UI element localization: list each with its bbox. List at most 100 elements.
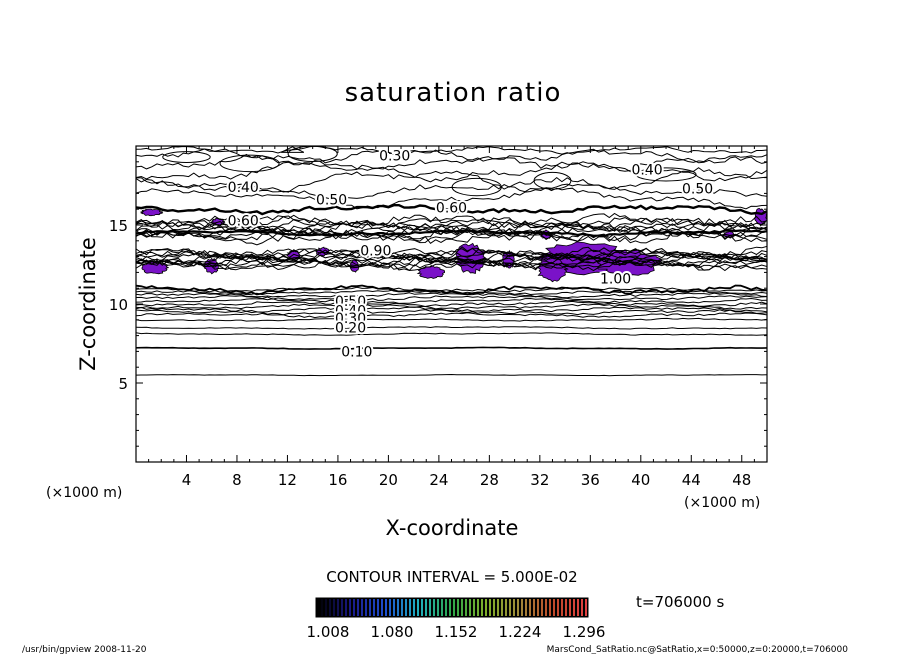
colorbar-cell	[349, 599, 351, 616]
colorbar-cell	[537, 599, 539, 616]
contour-interval: CONTOUR INTERVAL = 5.000E-02	[326, 568, 577, 586]
colorbar-cell	[397, 599, 399, 616]
colorbar-cell	[585, 599, 587, 616]
colorbar-cell	[377, 599, 379, 616]
colorbar-cell	[489, 599, 491, 616]
colorbar-cell	[373, 599, 375, 616]
contour-line	[136, 167, 767, 193]
contour-label: 0.30	[335, 311, 366, 327]
contour-line	[136, 229, 767, 238]
contour-line	[136, 217, 767, 232]
contour-line	[136, 258, 767, 272]
contour-line	[136, 303, 767, 310]
x-unit-right: (×1000 m)	[684, 495, 760, 511]
contour-line	[136, 309, 767, 316]
colorbar-cell	[445, 599, 447, 616]
colorbar-cell	[525, 599, 527, 616]
contour-label: 0.20	[335, 321, 366, 337]
x-tick-label: 12	[278, 471, 297, 489]
contour-line	[136, 204, 767, 216]
colorbar-cell	[429, 599, 431, 616]
y-tick-label: 15	[109, 217, 128, 235]
colorbar-cell	[381, 599, 383, 616]
colorbar-cell	[581, 599, 583, 616]
colorbar-cell	[325, 599, 327, 616]
colorbar-label: 1.080	[371, 623, 414, 641]
x-tick-label: 4	[182, 471, 192, 489]
colorbar	[315, 597, 589, 618]
contour-line	[136, 295, 767, 301]
x-tick-label: 44	[682, 471, 701, 489]
contour-label: 1.00	[600, 272, 631, 288]
colorbar-cell	[485, 599, 487, 616]
colorbar-cell	[357, 599, 359, 616]
colorbar-cell	[569, 599, 571, 616]
plot-area: 0.300.400.50 0.600.400.500.600.901.000.50…	[135, 145, 768, 463]
contour-line	[136, 153, 767, 172]
colorbar-cell	[449, 599, 451, 616]
colorbar-cell	[353, 599, 355, 616]
colorbar-cell	[405, 599, 407, 616]
supersaturated-blob	[416, 265, 446, 279]
colorbar-cell	[361, 599, 363, 616]
colorbar-cell	[493, 599, 495, 616]
x-tick-label: 28	[480, 471, 499, 489]
colorbar-cell	[437, 599, 439, 616]
colorbar-cell	[557, 599, 559, 616]
contour-line	[136, 284, 767, 296]
x-tick-label: 24	[429, 471, 448, 489]
colorbar-label: 1.296	[563, 623, 606, 641]
contour-label: 0.90	[360, 243, 391, 259]
y-axis-label: Z-coordinate	[76, 237, 100, 371]
x-tick-label: 40	[631, 471, 650, 489]
colorbar-cell	[321, 599, 323, 616]
colorbar-cell	[317, 599, 319, 616]
contour-line	[136, 306, 767, 313]
colorbar-cell	[433, 599, 435, 616]
colorbar-cell	[561, 599, 563, 616]
contour-label: 0.50	[316, 193, 347, 209]
colorbar-cell	[389, 599, 391, 616]
contour-line	[136, 346, 767, 350]
contour-line	[136, 161, 767, 183]
contour-loop	[219, 154, 280, 173]
contour-label: 0.60	[228, 213, 259, 229]
colorbar-cell	[441, 599, 443, 616]
colorbar-cell	[365, 599, 367, 616]
x-tick-label: 8	[232, 471, 242, 489]
contour-line	[136, 317, 767, 322]
contour-line	[136, 300, 767, 308]
contour-labels: 0.300.400.50 0.600.400.500.600.901.000.50…	[226, 146, 715, 362]
x-tick-label: 16	[328, 471, 347, 489]
contour-line	[136, 254, 767, 268]
colorbar-cell	[417, 599, 419, 616]
colorbar-cell	[541, 599, 543, 616]
colorbar-cell	[421, 599, 423, 616]
x-tick-label: 20	[379, 471, 398, 489]
colorbar-cell	[573, 599, 575, 616]
contour-line	[136, 176, 767, 201]
contour-label: 0.40	[228, 180, 259, 196]
contour-line	[136, 218, 767, 233]
contour-line	[136, 245, 767, 259]
contour-line	[136, 297, 767, 304]
contour-line	[136, 257, 767, 270]
colorbar-cell	[425, 599, 427, 616]
colorbar-cell	[505, 599, 507, 616]
contour-loop	[451, 177, 502, 197]
colorbar-cell	[329, 599, 331, 616]
colorbar-cell	[521, 599, 523, 616]
colorbar-cell	[453, 599, 455, 616]
colorbar-cell	[385, 599, 387, 616]
contour-loop	[635, 167, 697, 182]
colorbar-cell	[577, 599, 579, 616]
colorbar-cell	[341, 599, 343, 616]
colorbar-cell	[465, 599, 467, 616]
colorbar-cell	[513, 599, 515, 616]
colorbar-cell	[477, 599, 479, 616]
contour-label: 0.40	[632, 163, 663, 179]
colorbar-cell	[457, 599, 459, 616]
x-axis-label: X-coordinate	[386, 516, 519, 540]
contour-line	[136, 247, 767, 260]
